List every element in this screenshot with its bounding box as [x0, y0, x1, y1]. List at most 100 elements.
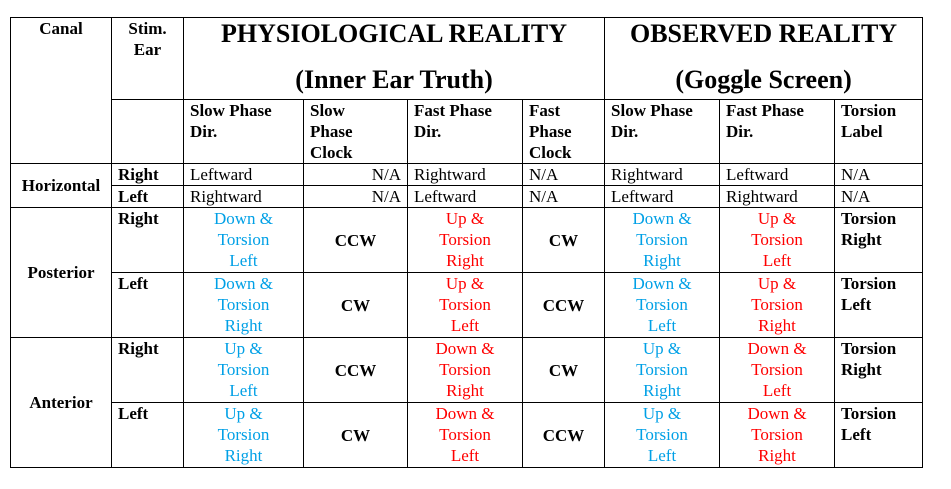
- torsion-label-cell: Torsion Right: [834, 337, 924, 403]
- cell-line: Down &: [213, 209, 274, 228]
- fast-phase-clock-cell: CW: [521, 207, 606, 273]
- subheader-line: Fast Phase: [414, 101, 492, 120]
- cell-line: Up &: [642, 339, 682, 358]
- cell-line: Down &: [435, 404, 495, 423]
- cell-line: Torsion: [439, 295, 491, 314]
- cell-line: Up &: [224, 339, 263, 358]
- stim-ear-subheader-empty: [111, 99, 184, 164]
- stim-ear-header-line: Ear: [133, 40, 162, 59]
- observed-fast-phase-cell: Rightward: [719, 185, 836, 208]
- cell-line: Right: [758, 316, 796, 335]
- cell-line: Left: [229, 251, 258, 270]
- slow-phase-clock-cell: CCW: [303, 337, 408, 403]
- cell-line: Torsion: [636, 360, 688, 379]
- cell-line: Torsion: [636, 425, 688, 444]
- slow-phase-clock-cell: CW: [303, 402, 408, 468]
- subheader-line: Slow Phase: [190, 101, 272, 120]
- subheader-line: Label: [841, 122, 883, 141]
- cell-line: Left: [841, 425, 872, 444]
- table-row: Left Up & Torsion Right CW Down & Torsio…: [11, 402, 924, 468]
- observed-subtitle: (Goggle Screen): [675, 65, 852, 94]
- cell-line: Left: [762, 251, 792, 270]
- cell-line: Left: [450, 446, 480, 465]
- cell-line: Torsion: [751, 295, 803, 314]
- torsion-label-cell: N/A: [834, 185, 924, 208]
- observed-fast-phase-cell: Down & Torsion Left: [719, 337, 836, 403]
- cell-line: Left: [229, 381, 258, 400]
- slow-phase-dir-cell: Down & Torsion Left: [183, 207, 304, 273]
- cell-line: Right: [758, 446, 796, 465]
- stim-ear-cell: Left: [111, 402, 184, 468]
- torsion-label-cell: Torsion Left: [834, 272, 924, 338]
- observed-reality-header: OBSERVED REALITY (Goggle Screen): [604, 17, 924, 100]
- cell-line: Down &: [632, 274, 692, 293]
- cell-line: Up &: [757, 209, 797, 228]
- slow-phase-clock-cell: CCW: [303, 207, 408, 273]
- subheader-slow-phase-clock: Slow Phase Clock: [303, 99, 408, 164]
- stim-ear-cell: Right: [111, 163, 184, 186]
- canal-name-anterior: Anterior: [10, 337, 112, 468]
- cell-line: Torsion: [439, 230, 491, 249]
- observed-fast-phase-cell: Up & Torsion Left: [719, 207, 836, 273]
- torsion-label-cell: N/A: [834, 163, 924, 186]
- cell-line: Down &: [747, 339, 807, 358]
- subheader-line: Clock: [529, 143, 572, 162]
- fast-phase-clock-cell: CCW: [521, 402, 606, 468]
- stim-ear-cell: Left: [111, 272, 184, 338]
- cell-line: Torsion: [841, 274, 897, 293]
- fast-phase-clock-cell: CW: [521, 337, 606, 403]
- stim-ear-header-line: Stim.: [128, 19, 167, 38]
- cell-line: Right: [224, 316, 263, 335]
- slow-phase-dir-cell: Down & Torsion Right: [183, 272, 304, 338]
- cell-line: Torsion: [439, 360, 491, 379]
- cell-line: Torsion: [841, 339, 897, 358]
- subheader-observed-fast-phase-dir: Fast Phase Dir.: [719, 99, 836, 164]
- cell-line: Right: [643, 381, 681, 400]
- fast-phase-dir-cell: Down & Torsion Left: [407, 402, 523, 468]
- subheader-line: Phase: [529, 122, 572, 141]
- slow-phase-dir-cell: Up & Torsion Left: [183, 337, 304, 403]
- subheader-observed-slow-phase-dir: Slow Phase Dir.: [604, 99, 721, 164]
- slow-phase-clock-cell: CW: [303, 272, 408, 338]
- physiological-title: PHYSIOLOGICAL REALITY: [221, 19, 568, 48]
- slow-phase-clock-cell: N/A: [303, 185, 408, 208]
- subheader-torsion-label: Torsion Label: [834, 99, 924, 164]
- observed-fast-phase-cell: Down & Torsion Right: [719, 402, 836, 468]
- cell-line: Right: [224, 446, 263, 465]
- subheader-line: Phase: [310, 122, 353, 141]
- subheader-line: Clock: [310, 143, 353, 162]
- physiological-reality-header: PHYSIOLOGICAL REALITY (Inner Ear Truth): [182, 17, 606, 100]
- subheader-line: Slow Phase: [611, 101, 693, 120]
- subheader-fast-phase-clock: Fast Phase Clock: [521, 99, 606, 164]
- fast-phase-dir-cell: Down & Torsion Right: [407, 337, 523, 403]
- cell-line: Torsion: [841, 404, 897, 423]
- subheader-line: Torsion: [841, 101, 897, 120]
- cell-line: Torsion: [841, 209, 897, 228]
- canal-name: Anterior: [29, 393, 93, 412]
- cell-line: Torsion: [217, 230, 270, 249]
- torsion-label-cell: Torsion Left: [834, 402, 924, 468]
- cell-line: Torsion: [217, 425, 270, 444]
- cell-line: Up &: [445, 274, 485, 293]
- canal-name-horizontal: Horizontal: [10, 163, 112, 208]
- stim-ear-cell: Right: [111, 337, 184, 403]
- subheader-line: Dir.: [190, 122, 218, 141]
- canal-header-text: Canal: [39, 19, 83, 38]
- stim-ear-header: Stim. Ear: [111, 17, 184, 100]
- cell-line: Right: [446, 381, 484, 400]
- table-row: Left Down & Torsion Right CW Up & Torsio…: [11, 272, 924, 338]
- cell-line: Up &: [642, 404, 682, 423]
- slow-phase-dir-cell: Rightward: [183, 185, 304, 208]
- cell-line: Torsion: [751, 360, 803, 379]
- cell-line: Left: [762, 381, 792, 400]
- slow-phase-clock-cell: N/A: [303, 163, 408, 186]
- subheader-line: Fast Phase: [726, 101, 804, 120]
- fast-phase-dir-cell: Rightward: [407, 163, 523, 186]
- cell-line: Torsion: [751, 230, 803, 249]
- slow-phase-dir-cell: Up & Torsion Right: [183, 402, 304, 468]
- cell-line: Torsion: [636, 295, 688, 314]
- nystagmus-table: Canal Stim. Ear PHYSIOLOGICAL REALITY (I…: [10, 17, 924, 468]
- cell-line: Torsion: [751, 425, 803, 444]
- stim-ear-cell: Left: [111, 185, 184, 208]
- subheader-line: Dir.: [414, 122, 442, 141]
